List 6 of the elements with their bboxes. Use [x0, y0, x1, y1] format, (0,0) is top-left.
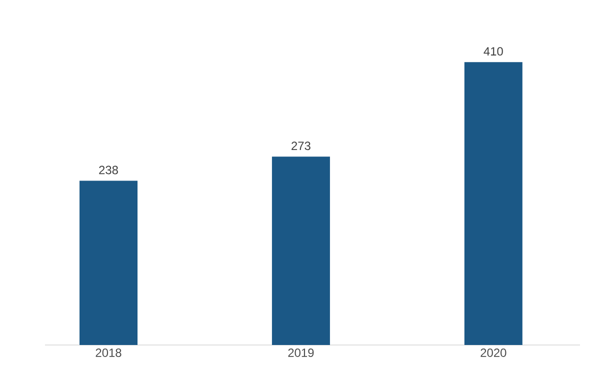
- data-label: 410: [484, 47, 503, 56]
- data-label: 238: [99, 166, 118, 174]
- x-tick-label: 2018: [96, 348, 122, 357]
- x-tick-label: 2020: [480, 348, 506, 357]
- data-label: 273: [292, 142, 310, 150]
- x-tick-label: 2019: [288, 348, 314, 357]
